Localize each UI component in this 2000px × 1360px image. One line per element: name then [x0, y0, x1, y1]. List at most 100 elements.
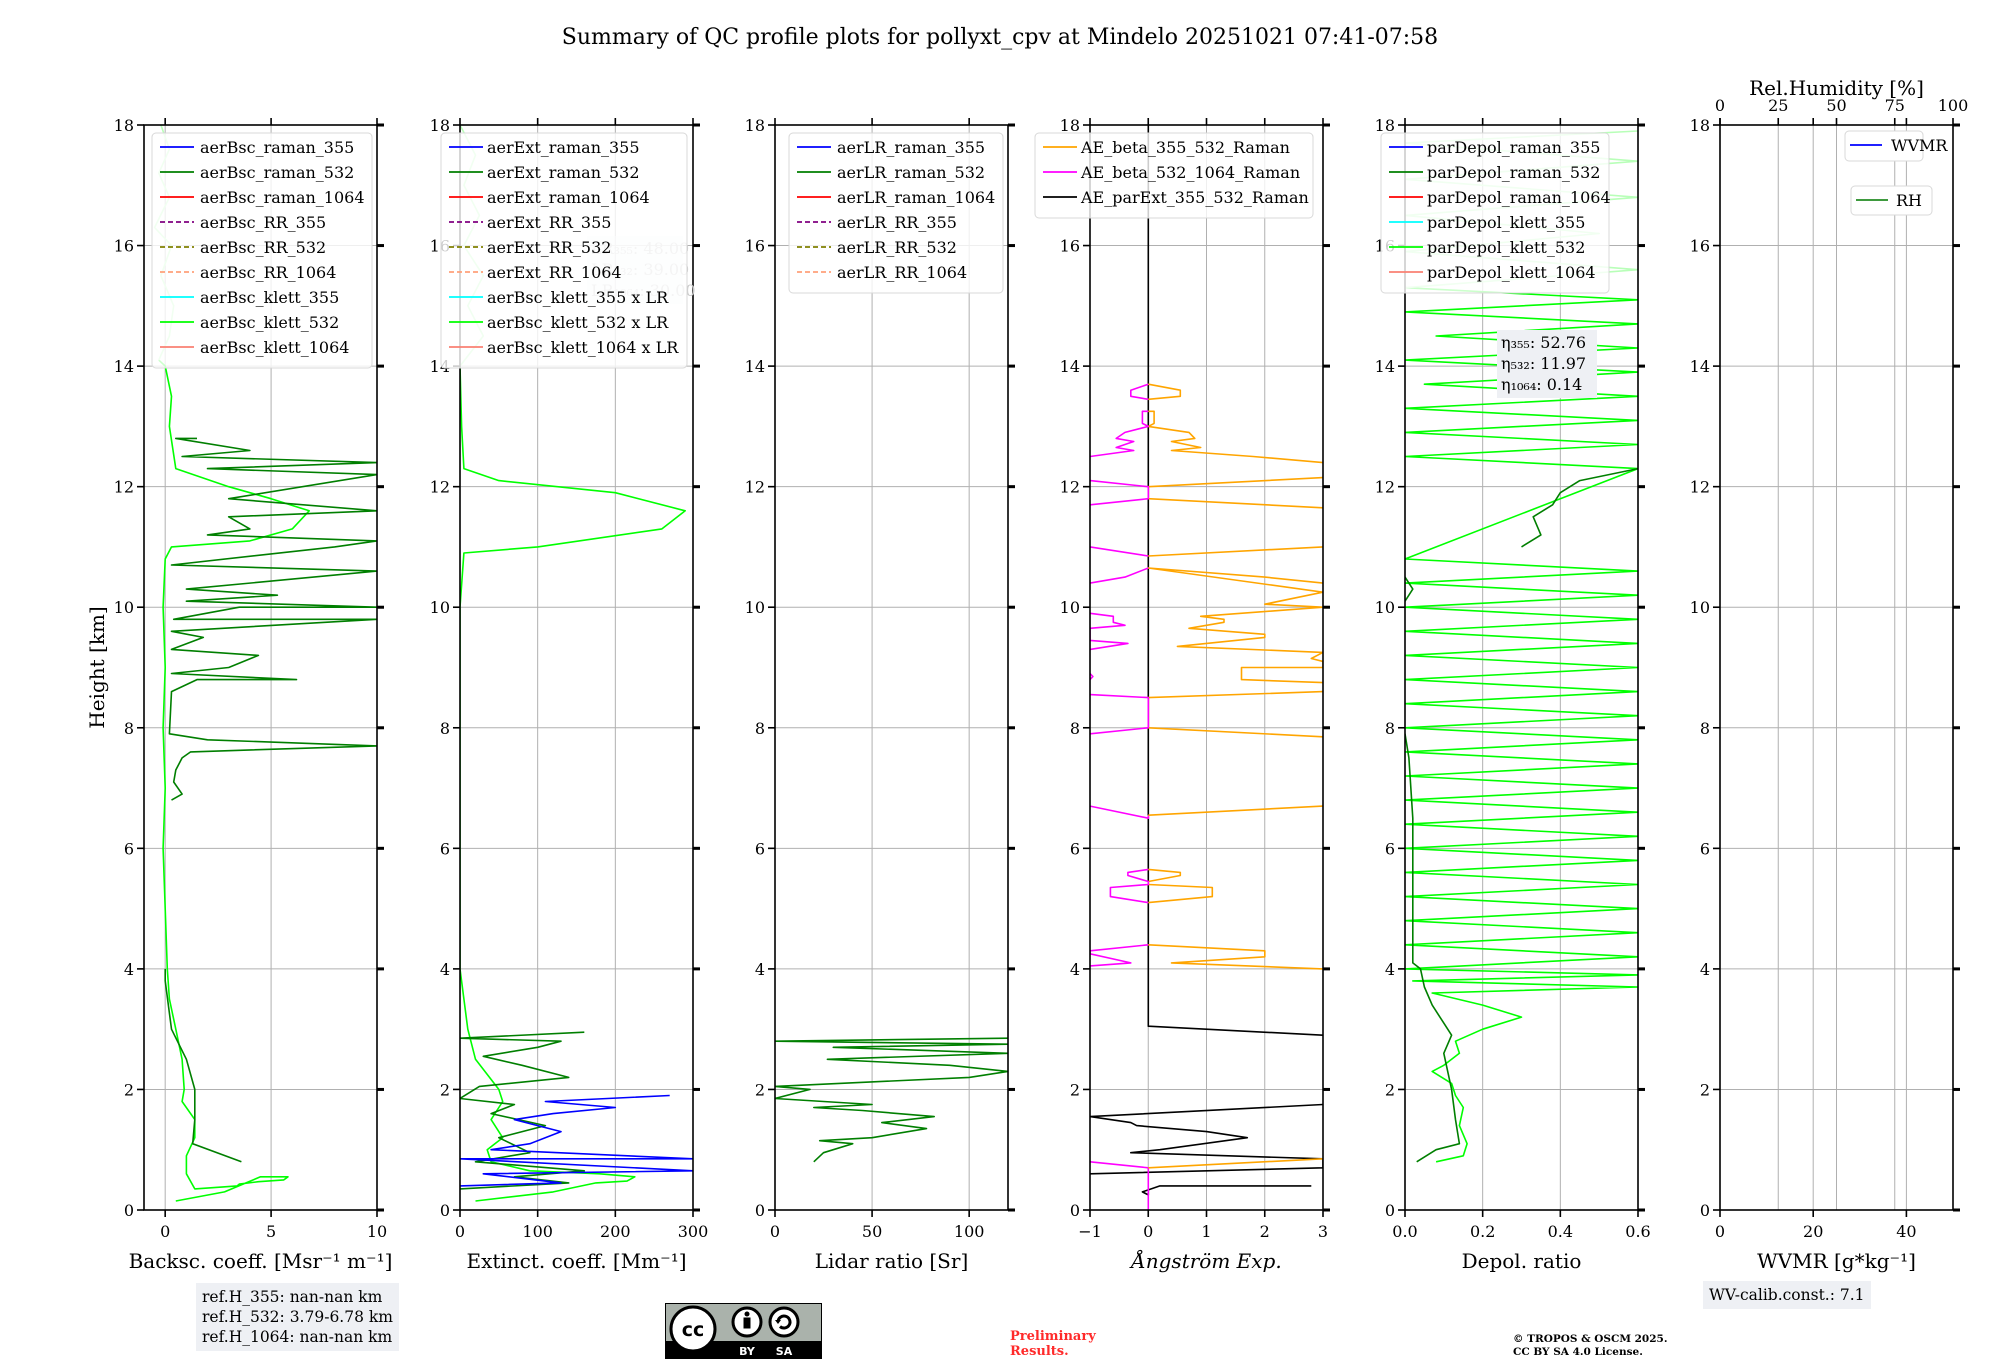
y-tick-label: 0: [1070, 1201, 1080, 1220]
y-tick-label: 4: [124, 960, 134, 979]
y-tick-label: 10: [1375, 598, 1395, 617]
axes-frame: [774, 124, 1009, 1211]
top-x-tick-label: 100: [1938, 96, 1969, 115]
y-tick-label: 12: [1060, 478, 1080, 497]
legend-label: aerLR_RR_1064: [837, 263, 967, 282]
figure-title: Summary of QC profile plots for pollyxt_…: [562, 25, 1438, 50]
legend-label: AE_beta_355_532_Raman: [1080, 138, 1290, 157]
series-line-ae-beta-355-532-raman-b: [1148, 944, 1323, 970]
series-line-aerext-raman-532: [460, 1031, 586, 1190]
y-tick-label: 6: [755, 839, 765, 858]
x-axis-label: Extinct. coeff. [Mm⁻¹]: [466, 1249, 686, 1273]
y-tick-label: 4: [1070, 960, 1080, 979]
wv-calibration-box: WV-calib.const.: 7.1: [1703, 1281, 1871, 1309]
series-line-ae-beta-532-1064-raman-b: [1090, 944, 1149, 967]
y-tick-label: 12: [1375, 478, 1395, 497]
legend-label: aerLR_raman_355: [837, 138, 985, 157]
x-tick-label: 0: [160, 1222, 170, 1241]
top-x-tick-label: 75: [1885, 96, 1905, 115]
y-tick-label: 8: [124, 719, 134, 738]
preliminary-line-1: Preliminary: [1010, 1329, 1096, 1344]
top-x-tick-label: 25: [1768, 96, 1788, 115]
y-tick-label: 2: [440, 1080, 450, 1099]
legend-label: parDepol_klett_355: [1427, 213, 1585, 232]
top-x-tick-label: 50: [1826, 96, 1846, 115]
y-tick-label: 18: [430, 116, 450, 135]
copyright-note: © TROPOS & OSCM 2025. CC BY SA 4.0 Licen…: [1513, 1333, 1668, 1359]
y-tick-label: 12: [430, 478, 450, 497]
y-tick-label: 12: [114, 478, 134, 497]
y-tick-label: 2: [1700, 1080, 1710, 1099]
series-line-aerext-raman-355: [460, 1094, 693, 1187]
y-tick-label: 14: [745, 357, 765, 376]
series-line-ae-beta-355-532-raman-c: [1147, 868, 1214, 904]
y-tick-label: 6: [1700, 839, 1710, 858]
ref-h-355: ref.H_355: nan-nan km: [202, 1288, 383, 1306]
series-line-ae-parext-355-532-raman-c: [1147, 125, 1323, 1036]
cc-by-label: BY: [739, 1345, 756, 1358]
cc-icon: cc: [669, 1305, 717, 1353]
x-tick-label: 10: [367, 1222, 387, 1241]
y-tick-label: 8: [1700, 719, 1710, 738]
legend-label: aerExt_raman_1064: [487, 188, 650, 207]
y-tick-label: 18: [1690, 116, 1710, 135]
y-tick-label: 0: [124, 1201, 134, 1220]
x-tick-label: −1: [1078, 1222, 1102, 1241]
legend-label: aerBsc_RR_532: [200, 238, 326, 257]
x-axis-label: Backsc. coeff. [Msr⁻¹ m⁻¹]: [129, 1249, 393, 1273]
legend-label: parDepol_raman_355: [1427, 138, 1600, 157]
ref-h-1064: ref.H_1064: nan-nan km: [202, 1328, 393, 1346]
legend-wvmr: [1844, 130, 1924, 162]
y-tick-label: 6: [1385, 839, 1395, 858]
sa-sharealike-icon: [768, 1306, 800, 1338]
y-tick-label: 0: [755, 1201, 765, 1220]
x-axis-label: WVMR [g*kg⁻¹]: [1757, 1249, 1916, 1273]
annotation-box: [1497, 330, 1597, 398]
y-tick-label: 14: [1375, 357, 1395, 376]
legend-label: aerBsc_klett_355 x LR: [487, 288, 669, 307]
y-tick-label: 18: [1060, 116, 1080, 135]
axes-frame: [143, 124, 378, 1211]
y-tick-label: 14: [1690, 357, 1710, 376]
y-tick-label: 8: [440, 719, 450, 738]
series-line-pardepol-raman-532: [1405, 733, 1461, 1163]
series-line-aerlr-raman-532: [775, 1037, 1008, 1163]
y-tick-label: 12: [745, 478, 765, 497]
series-line-pardepol-raman-532-mid: [1521, 467, 1638, 548]
y-tick-label: 0: [1385, 1201, 1395, 1220]
series-line-ae-beta-355-532-raman: [1148, 1158, 1323, 1169]
x-axis-label: Lidar ratio [Sr]: [815, 1249, 969, 1273]
series-line-ae-beta-532-1064-raman-h: [1090, 567, 1149, 584]
legend-label: RH: [1896, 191, 1922, 210]
y-tick-label: 4: [440, 960, 450, 979]
series-line-ae-beta-532-1064-raman-d: [1090, 805, 1150, 820]
legend: [1034, 132, 1314, 219]
series-line-ae-beta-355-532-raman-j: [1148, 383, 1182, 401]
legend-label: AE_beta_532_1064_Raman: [1080, 163, 1300, 182]
y-tick-label: 18: [1375, 116, 1395, 135]
top-x-axis-label: Rel.Humidity [%]: [1749, 76, 1924, 100]
y-tick-label: 2: [1385, 1080, 1395, 1099]
legend: [1380, 132, 1610, 294]
series-line-ae-parext-355-532-raman: [1141, 1185, 1312, 1196]
x-tick-label: 0.6: [1625, 1222, 1650, 1241]
legend-label: aerBsc_raman_355: [200, 138, 354, 157]
y-tick-label: 10: [745, 598, 765, 617]
legend-label: aerLR_RR_532: [837, 238, 957, 257]
legend: [788, 132, 1004, 294]
series-line-aerbsc-klett-532-x-lr: [460, 366, 687, 1202]
legend-label: parDepol_raman_532: [1427, 163, 1600, 182]
y-tick-label: 4: [1385, 960, 1395, 979]
x-tick-label: 5: [266, 1222, 276, 1241]
legend-label: aerExt_RR_1064: [487, 263, 622, 282]
legend-rh: [1850, 185, 1933, 216]
series-line-ae-beta-355-532-raman-i: [1147, 410, 1323, 464]
legend-label: aerBsc_RR_355: [200, 213, 326, 232]
reference-height-box: ref.H_355: nan-nan km ref.H_532: 3.79-6.…: [196, 1283, 399, 1351]
y-tick-label: 8: [755, 719, 765, 738]
legend-label: parDepol_raman_1064: [1427, 188, 1611, 207]
y-axis-label: Height [km]: [85, 606, 109, 728]
x-tick-label: 0.4: [1548, 1222, 1573, 1241]
y-tick-label: 10: [1060, 598, 1080, 617]
legend-label: aerExt_raman_355: [487, 138, 640, 157]
